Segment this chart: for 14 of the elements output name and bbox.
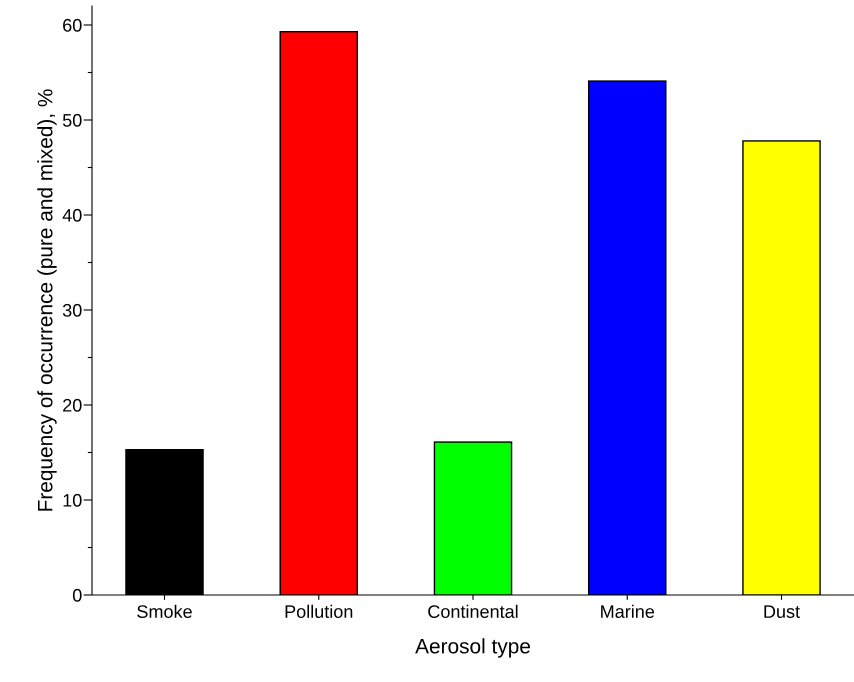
y-axis-title: Frequency of occurrence (pure and mixed), % xyxy=(37,89,57,511)
y-tick-label: 50 xyxy=(62,114,82,127)
y-tick-label: 40 xyxy=(62,208,82,222)
y-tick-label: 0 xyxy=(72,588,82,602)
x-axis-title: Aerosol type xyxy=(415,638,530,658)
y-tick-label: 10 xyxy=(64,494,82,507)
y-tick-label: 20 xyxy=(63,398,82,412)
x-tick-label: Pollution xyxy=(286,604,352,618)
y-tick-label: 30 xyxy=(62,304,82,317)
x-tick-label: Marine xyxy=(601,604,654,618)
x-tick-label: Continental xyxy=(428,604,518,618)
x-tick-label: Smoke xyxy=(137,604,192,618)
x-tick-label: Dust xyxy=(764,605,800,618)
y-tick-label: 60 xyxy=(63,18,82,32)
